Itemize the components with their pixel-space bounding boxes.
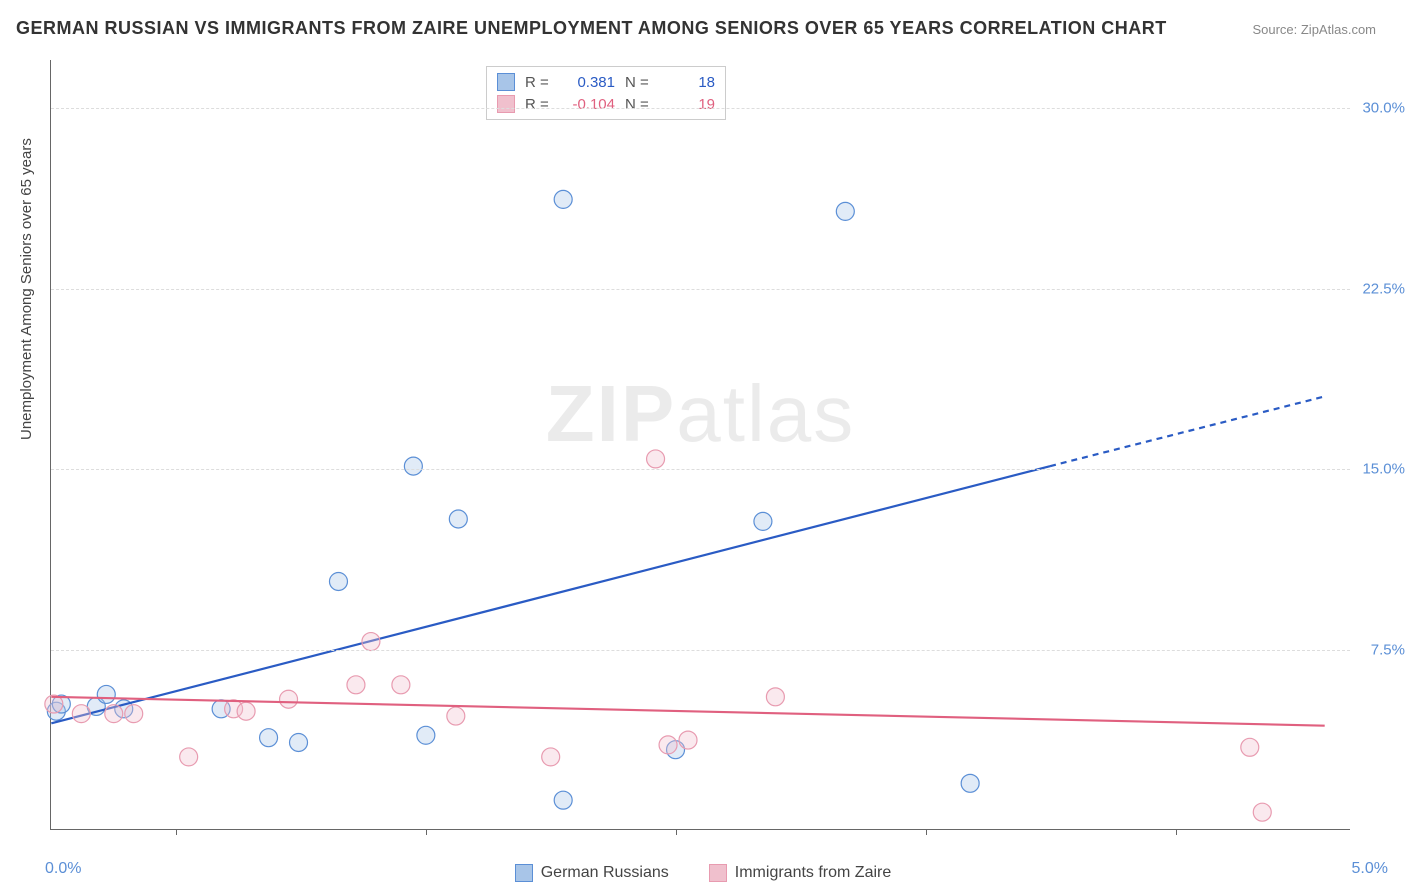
y-tick-label: 15.0% <box>1362 461 1405 478</box>
x-tick <box>426 829 427 835</box>
source-label: Source: ZipAtlas.com <box>1252 22 1376 37</box>
legend-stat-row: R = -0.104 N = 19 <box>497 93 715 115</box>
legend-swatch <box>709 864 727 882</box>
y-tick-label: 22.5% <box>1362 280 1405 297</box>
gridline <box>51 469 1350 470</box>
data-point <box>290 733 308 751</box>
x-tick <box>176 829 177 835</box>
gridline <box>51 108 1350 109</box>
data-point <box>329 572 347 590</box>
legend-swatch <box>515 864 533 882</box>
data-point <box>1241 738 1259 756</box>
data-point <box>449 510 467 528</box>
x-tick <box>1176 829 1177 835</box>
legend-stats: R = 0.381 N = 18 R = -0.104 N = 19 <box>486 66 726 120</box>
data-point <box>237 702 255 720</box>
legend-swatch <box>497 73 515 91</box>
data-point <box>125 705 143 723</box>
legend-r-value: 0.381 <box>561 74 615 91</box>
data-point <box>404 457 422 475</box>
data-point <box>647 450 665 468</box>
data-point <box>542 748 560 766</box>
data-point <box>97 685 115 703</box>
x-tick <box>676 829 677 835</box>
data-point <box>180 748 198 766</box>
data-point <box>417 726 435 744</box>
data-point <box>766 688 784 706</box>
gridline <box>51 650 1350 651</box>
data-point <box>836 202 854 220</box>
legend-n-label: N = <box>625 96 651 113</box>
data-point <box>1253 803 1271 821</box>
data-point <box>362 633 380 651</box>
data-point <box>961 774 979 792</box>
page-title: GERMAN RUSSIAN VS IMMIGRANTS FROM ZAIRE … <box>16 18 1167 39</box>
chart-area: ZIPatlas R =0.381N =18R =-0.104N =19 7.5… <box>50 60 1350 830</box>
chart-svg <box>51 60 1350 829</box>
legend-stat-row: R = 0.381 N = 18 <box>497 71 715 93</box>
data-point <box>554 791 572 809</box>
x-tick <box>926 829 927 835</box>
data-point <box>679 731 697 749</box>
legend-r-value: -0.104 <box>561 96 615 113</box>
legend-swatch <box>497 95 515 113</box>
data-point <box>447 707 465 725</box>
legend-r-label: R = <box>525 74 551 91</box>
data-point <box>260 729 278 747</box>
data-point <box>392 676 410 694</box>
legend-n-value: 19 <box>661 96 715 113</box>
legend-n-value: 18 <box>661 74 715 91</box>
legend-series: German Russians Immigrants from Zaire <box>0 864 1406 882</box>
data-point <box>659 736 677 754</box>
trend-line <box>51 466 1050 723</box>
legend-n-label: N = <box>625 74 651 91</box>
data-point <box>554 190 572 208</box>
data-point <box>105 705 123 723</box>
legend-item: German Russians <box>515 864 669 882</box>
gridline <box>51 289 1350 290</box>
y-tick-label: 30.0% <box>1362 100 1405 117</box>
legend-r-label: R = <box>525 96 551 113</box>
data-point <box>280 690 298 708</box>
legend-item-label: German Russians <box>541 864 669 882</box>
data-point <box>754 512 772 530</box>
data-point <box>72 705 90 723</box>
data-point <box>347 676 365 694</box>
legend-item: Immigrants from Zaire <box>709 864 891 882</box>
trend-line-extrapolation <box>1050 396 1325 466</box>
legend-item-label: Immigrants from Zaire <box>735 864 891 882</box>
y-axis-label: Unemployment Among Seniors over 65 years <box>18 138 35 440</box>
y-tick-label: 7.5% <box>1371 641 1405 658</box>
